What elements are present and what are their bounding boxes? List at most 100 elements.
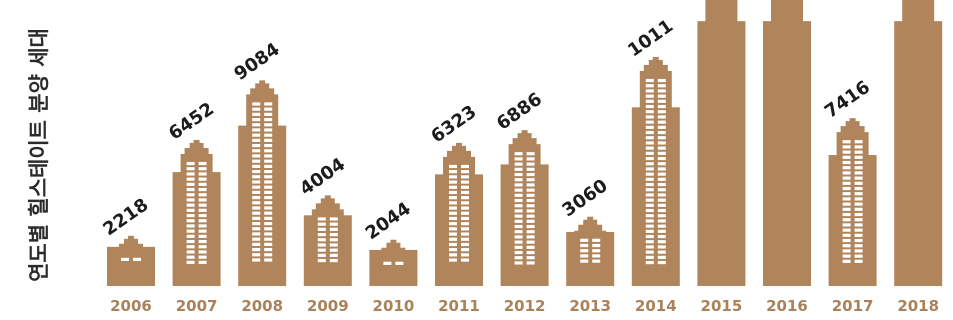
window	[514, 219, 523, 223]
bar-tower	[443, 156, 475, 286]
window	[657, 188, 666, 192]
window	[264, 159, 273, 163]
bar-2016	[763, 0, 811, 287]
window	[842, 207, 851, 211]
window	[252, 123, 261, 127]
x-tick-label: 2011	[438, 297, 480, 315]
window	[657, 84, 666, 88]
window	[186, 177, 195, 181]
window	[526, 261, 535, 265]
window	[264, 201, 273, 205]
window	[252, 149, 261, 153]
window	[449, 190, 457, 195]
window	[186, 260, 195, 264]
window	[580, 249, 589, 253]
window	[645, 156, 654, 161]
window	[645, 167, 654, 171]
window	[186, 229, 195, 233]
window	[854, 218, 863, 222]
window	[657, 120, 666, 124]
window	[264, 232, 273, 236]
window	[645, 172, 654, 176]
window	[854, 181, 863, 185]
window	[514, 188, 523, 192]
window	[198, 213, 207, 218]
window	[842, 181, 851, 185]
window	[264, 149, 273, 153]
window	[395, 261, 404, 265]
window	[526, 235, 535, 239]
window	[449, 170, 457, 174]
window	[461, 242, 469, 247]
window	[645, 255, 654, 259]
window	[186, 203, 195, 207]
window	[645, 260, 654, 265]
window	[317, 258, 326, 263]
window	[186, 224, 195, 228]
window	[526, 224, 535, 229]
bar-step	[512, 138, 537, 147]
window	[657, 110, 666, 114]
window	[842, 202, 851, 206]
window	[264, 169, 273, 174]
bar-step	[386, 242, 401, 249]
data-label: 7416	[821, 77, 874, 123]
window	[526, 167, 535, 171]
window	[329, 248, 338, 252]
window	[252, 107, 261, 111]
bar-spire	[456, 142, 462, 147]
window	[186, 187, 195, 192]
window	[264, 123, 273, 127]
window	[461, 164, 469, 169]
bar-windows	[514, 152, 535, 265]
window	[186, 245, 195, 249]
window	[842, 254, 851, 258]
window	[449, 206, 457, 210]
window	[854, 249, 863, 253]
bar-spire	[390, 239, 397, 244]
window	[854, 228, 863, 232]
window	[645, 104, 654, 109]
window	[186, 213, 195, 218]
window	[854, 223, 863, 227]
window	[264, 143, 273, 148]
window	[252, 164, 261, 168]
window	[252, 237, 261, 241]
window	[842, 140, 851, 144]
window	[657, 203, 666, 207]
window	[842, 160, 851, 165]
window	[252, 180, 261, 184]
window	[645, 89, 654, 93]
bar-spire	[587, 216, 594, 221]
window	[657, 104, 666, 109]
window	[252, 258, 261, 262]
window	[186, 172, 195, 176]
window	[657, 162, 666, 166]
window	[645, 208, 654, 213]
window	[186, 198, 195, 202]
window	[842, 218, 851, 222]
window	[461, 227, 469, 231]
window	[657, 172, 666, 176]
x-tick-label: 2013	[569, 297, 611, 315]
window	[252, 206, 261, 210]
window	[252, 185, 261, 189]
window	[657, 94, 666, 98]
bar-step	[452, 145, 466, 152]
window	[317, 238, 326, 242]
window	[657, 245, 666, 249]
window	[186, 182, 195, 186]
window	[580, 238, 589, 242]
window	[526, 172, 535, 177]
window	[645, 78, 654, 83]
data-label: 9084	[230, 39, 283, 85]
bar-tower	[246, 94, 279, 286]
window	[514, 230, 523, 234]
bar-windows	[645, 78, 666, 265]
window	[186, 219, 195, 223]
x-tick-label: 2009	[307, 297, 349, 315]
window	[449, 211, 457, 215]
window	[198, 198, 207, 202]
window	[526, 157, 535, 161]
window	[186, 255, 195, 259]
